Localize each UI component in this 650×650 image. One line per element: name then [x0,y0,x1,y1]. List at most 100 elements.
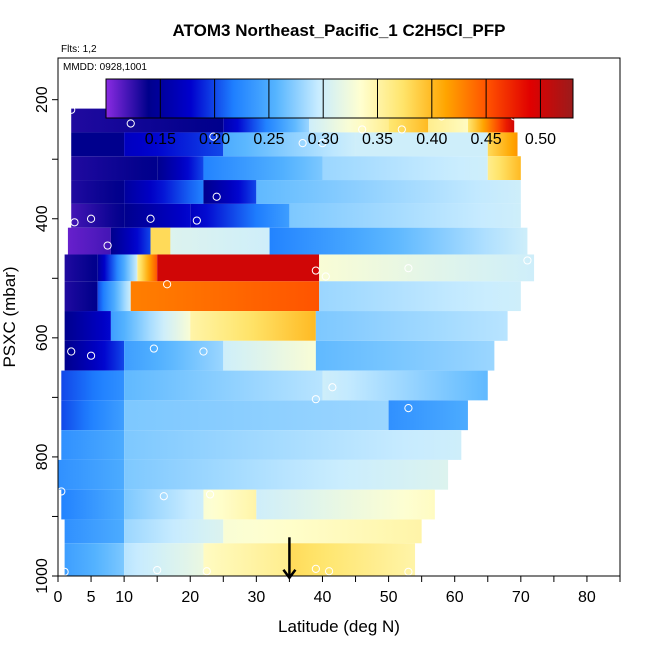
heatmap-cell [315,340,495,371]
x-tick-label: 50 [380,589,398,606]
heatmap-cell [223,132,356,157]
heatmap-cell [319,281,521,312]
heatmap-cell [319,254,535,282]
x-tick-label: 0 [54,589,63,606]
heatmap-cell [223,340,316,371]
sample-marker [298,139,307,148]
sample-marker [86,351,96,360]
heatmap-cell [203,489,257,520]
heatmap-cell [322,156,488,181]
heatmap-cell [124,400,389,431]
heatmap-cell [61,430,125,460]
heatmap-cell [170,227,270,255]
heatmap-cell [487,156,521,181]
sample-marker [318,139,327,148]
sample-marker [126,119,135,128]
colorbar-tick-label: 0.15 [145,131,176,148]
sample-marker [523,256,532,265]
heatmap-cell [64,311,111,341]
sample-marker [404,403,413,413]
y-tick-label: 800 [34,443,51,470]
heatmap-cell [190,203,290,228]
sample-marker [205,490,215,499]
heatmap-cell [110,227,151,255]
plot-frame [57,57,621,577]
heatmap-cell [64,519,125,544]
dates-label: MMDD: 0928,1001 [63,62,147,73]
sample-marker [311,395,320,404]
heatmap-cell [130,281,320,312]
colorbar-tick-label: 0.30 [308,131,339,148]
x-tick-label: 80 [578,589,596,606]
chart-title: ATOM3 Northeast_Pacific_1 C2H5Cl_PFP [173,21,506,40]
y-axis: 200 400 600 800 1000 [34,86,58,594]
heatmap-cell [71,132,125,157]
x-tick-label: 30 [247,589,265,606]
sample-marker [199,347,208,356]
sample-marker [103,241,112,250]
heatmap-cell [157,254,320,282]
colorbar-tick-label: 0.50 [525,131,556,148]
heatmap-cell [124,430,462,460]
heatmap-cell [487,132,518,157]
heatmap-cell [124,459,449,490]
x-tick-label: 20 [181,589,199,606]
heatmap-cell [190,311,316,341]
heatmap-cell [256,489,435,520]
sample-marker [209,132,218,141]
colorbar-tick-label: 0.35 [362,131,393,148]
heatmap-cell [124,519,224,544]
sample-marker [149,344,158,353]
sample-marker [67,347,76,356]
colorbar-ticks: 0.15 0.20 0.25 0.30 0.35 0.40 0.45 0.50 [145,131,556,148]
colorbar-tick-label: 0.20 [199,131,230,148]
heatmap-cell [61,370,125,401]
heatmap-cell [269,227,528,255]
heatmap-cell [157,156,204,181]
sample-marker [311,564,320,573]
heatmap-cell [256,180,521,204]
heatmap-cell [64,281,98,312]
heatmap-cell [61,489,125,520]
colorbar-gradient [105,78,574,119]
x-tick-label: 70 [512,589,530,606]
heatmap-cell [58,459,125,490]
sample-marker [404,567,413,576]
heatmap-cell [61,400,125,431]
sample-marker [328,383,337,392]
heatmap-cell [124,489,204,520]
y-tick-label: 1000 [34,558,51,594]
sample-marker [404,264,413,273]
heatmap-cell [355,132,488,157]
x-tick-label: 40 [314,589,332,606]
sample-marker [202,567,211,576]
sample-marker [321,272,330,281]
heatmap-cell [71,156,158,181]
heatmap-cell [124,543,204,576]
sample-marker [212,192,221,201]
heatmap-cell [289,203,521,228]
x-axis: 0 5 10 20 30 40 50 60 70 80 [54,576,621,606]
sample-marker [159,492,168,501]
heatmap-cell [203,543,290,576]
sample-marker [70,218,79,227]
x-axis-label: Latitude (deg N) [278,617,400,636]
heatmap-cell [64,543,125,576]
sample-marker [397,125,406,134]
x-tick-label: 60 [446,589,464,606]
sample-marker [60,567,69,576]
sample-marker [153,565,162,575]
heatmap-cell [67,227,111,255]
colorbar-tick-label: 0.25 [253,131,284,148]
heatmap-cell [124,180,204,204]
heatmap-cell [223,519,422,544]
heatmap-cell [71,180,125,204]
y-tick-label: 200 [34,86,51,113]
heatmap-cell [124,132,224,157]
heatmap-cell [97,254,138,282]
sample-marker [67,105,76,114]
sample-marker [162,280,172,289]
heatmap [58,84,535,576]
y-axis-label: PSXC (mbar) [0,266,19,367]
